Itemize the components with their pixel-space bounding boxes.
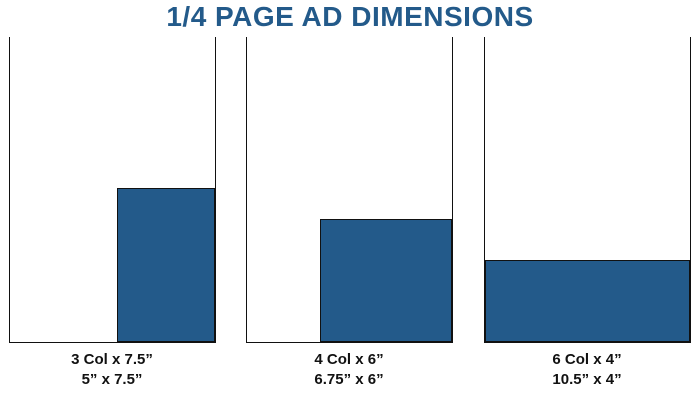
inch-size-label: 6.75” x 6” — [314, 371, 384, 388]
column-size-label: 3 Col x 7.5” — [71, 351, 153, 368]
ad-caption-4-col: 4 Col x 6” 6.75” x 6” — [246, 350, 452, 390]
inch-size-label: 5” x 7.5” — [81, 371, 143, 388]
ad-area-3-col — [116, 188, 215, 342]
inch-size-label: 10.5” x 4” — [552, 371, 622, 388]
column-size-label: 6 Col x 4” — [552, 351, 622, 368]
page-outline-6-col — [484, 37, 691, 343]
ad-caption-6-col: 6 Col x 4” 10.5” x 4” — [484, 350, 690, 390]
page-outline-3-col — [9, 37, 216, 343]
ad-area-6-col — [485, 260, 690, 342]
ad-caption-3-col: 3 Col x 7.5” 5” x 7.5” — [9, 350, 215, 390]
page-title: 1/4 PAGE AD DIMENSIONS — [166, 1, 534, 32]
ad-area-4-col — [319, 219, 452, 342]
column-size-label: 4 Col x 6” — [314, 351, 384, 368]
page-outline-4-col — [246, 37, 453, 343]
